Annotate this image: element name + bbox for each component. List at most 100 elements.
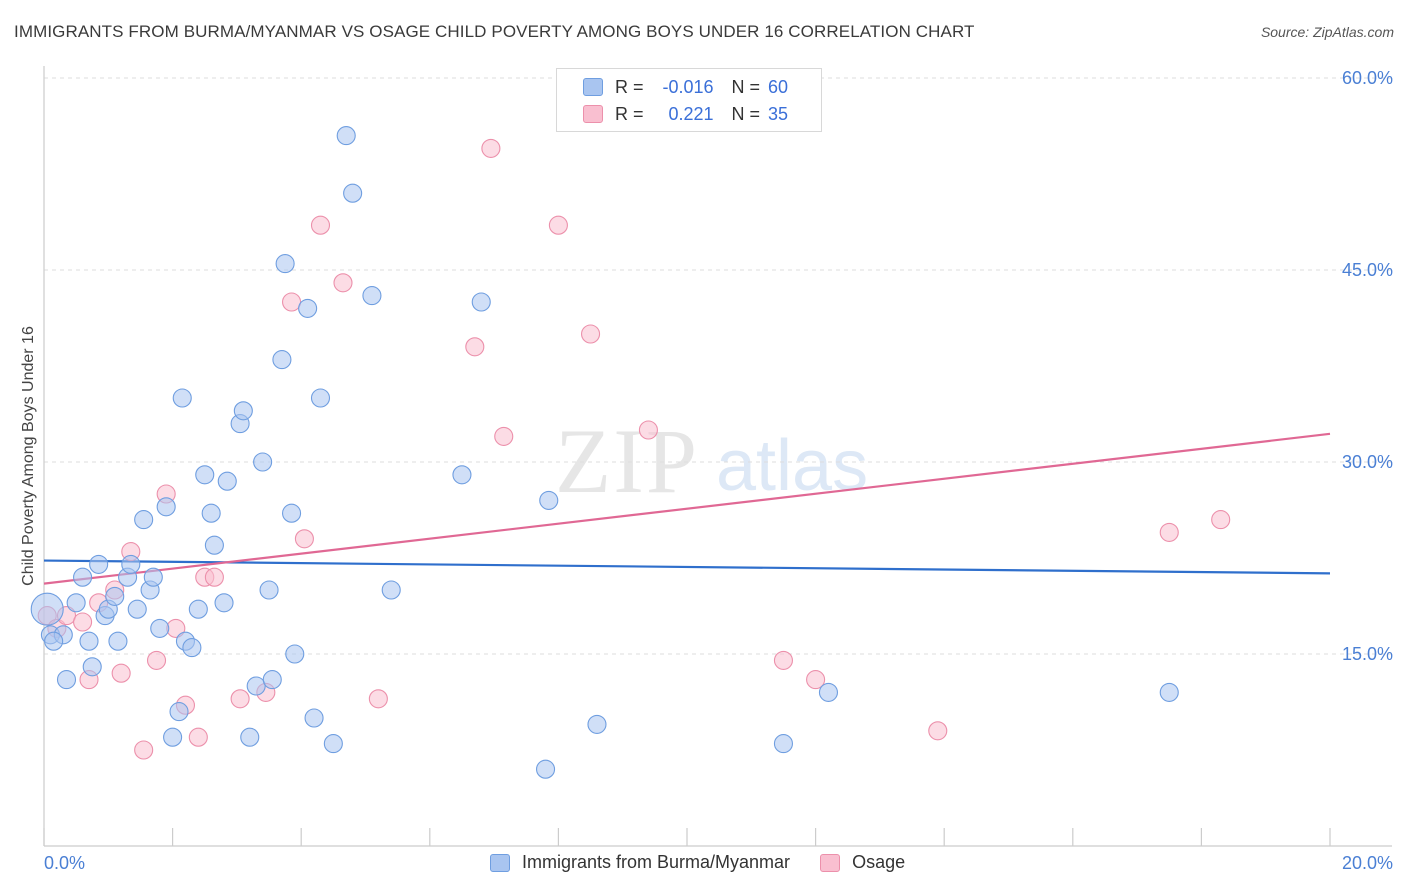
burma-point	[217, 471, 237, 491]
legend-row-osage: R = 0.221 N = 35	[583, 103, 788, 125]
burma-point	[323, 734, 343, 754]
osage-point	[494, 426, 514, 446]
burma-point	[214, 593, 234, 613]
series-legend-swatch-osage	[820, 853, 841, 872]
series-legend-label-osage: Osage	[852, 852, 906, 872]
legend-r-label: R =	[615, 103, 644, 124]
osage-point	[73, 612, 93, 632]
burma-points	[30, 126, 1179, 779]
burma-point	[82, 657, 102, 677]
burma-point	[44, 631, 64, 651]
burma-point	[89, 554, 109, 574]
osage-point	[465, 337, 485, 357]
tick-labels: 15.0% 30.0% 45.0% 60.0% 0.0% 20.0%	[44, 68, 1393, 873]
y-axis-label: Child Poverty Among Boys Under 16	[20, 326, 37, 586]
osage-point	[333, 273, 353, 293]
stats-legend: R = -0.016 N = 60 R = 0.221 N = 35	[556, 68, 822, 132]
watermark: ZIP atlas	[555, 410, 868, 512]
burma-point	[298, 298, 318, 318]
series-legend: Immigrants from Burma/Myanmar Osage	[490, 852, 905, 873]
y-tick-label: 45.0%	[1342, 260, 1393, 280]
burma-point	[535, 759, 556, 779]
burma-point	[169, 702, 189, 722]
osage-point	[310, 215, 331, 235]
osage-point	[773, 650, 794, 670]
burma-point	[253, 452, 273, 472]
burma-point	[156, 497, 176, 517]
osage-point	[548, 215, 568, 235]
osage-point	[580, 324, 601, 344]
burma-point	[134, 510, 154, 530]
burma-point	[182, 638, 202, 658]
burma-point	[66, 593, 86, 613]
legend-n-value-burma: 60	[768, 76, 789, 97]
burma-point	[108, 631, 128, 651]
burma-point	[30, 592, 64, 626]
legend-r-label: R =	[615, 76, 644, 97]
legend-n-value-osage: 35	[768, 103, 789, 124]
burma-point	[163, 727, 183, 747]
legend-r-value-osage: 0.221	[668, 103, 714, 124]
burma-trend-line	[43, 559, 1331, 575]
osage-point	[204, 567, 224, 587]
burma-point	[336, 126, 356, 146]
burma-point	[121, 554, 141, 574]
burma-point	[127, 599, 147, 619]
legend-n-label: N =	[731, 76, 761, 97]
osage-point	[1211, 510, 1231, 530]
burma-point	[56, 670, 77, 690]
osage-point	[146, 650, 167, 670]
burma-point	[285, 644, 305, 664]
burma-point	[452, 465, 472, 485]
legend-swatch-burma	[583, 78, 603, 96]
osage-point	[111, 663, 131, 683]
burma-point	[343, 183, 363, 203]
osage-point	[481, 138, 501, 158]
burma-point	[262, 670, 282, 690]
chart-title: IMMIGRANTS FROM BURMA/MYANMAR VS OSAGE C…	[14, 22, 975, 41]
legend-r-value-burma: -0.016	[662, 76, 714, 97]
burma-point	[471, 292, 491, 312]
burma-point	[172, 388, 192, 408]
burma-point	[79, 631, 99, 651]
burma-point	[773, 734, 794, 754]
x-tick-label: 20.0%	[1342, 853, 1393, 873]
trend-lines	[43, 432, 1331, 585]
burma-point	[105, 586, 125, 606]
burma-point	[150, 618, 170, 638]
burma-point	[204, 535, 224, 555]
osage-trend-line	[43, 432, 1331, 585]
burma-point	[188, 599, 208, 619]
osage-point	[638, 420, 658, 440]
burma-point	[381, 580, 401, 600]
watermark-atlas: atlas	[716, 426, 868, 506]
osage-point	[282, 292, 302, 312]
burma-point	[73, 567, 93, 587]
burma-point	[587, 714, 607, 734]
source-label: Source: ZipAtlas.com	[1260, 24, 1394, 40]
burma-point	[1159, 682, 1179, 702]
burma-point	[275, 254, 295, 274]
axes	[43, 66, 1392, 847]
legend-swatch-osage	[583, 105, 603, 123]
watermark-zip: ZIP	[555, 410, 699, 512]
burma-point	[246, 676, 266, 696]
burma-point	[272, 350, 292, 370]
osage-point	[188, 727, 208, 747]
burma-point	[233, 401, 253, 421]
osage-point	[928, 721, 948, 741]
y-tick-label: 15.0%	[1342, 644, 1393, 664]
x-tick-label: 0.0%	[44, 853, 85, 873]
burma-point	[310, 388, 331, 408]
series-legend-swatch-burma	[490, 853, 510, 872]
burma-point	[362, 286, 382, 306]
burma-point	[304, 708, 324, 728]
osage-point	[230, 689, 250, 709]
burma-point	[240, 727, 260, 747]
burma-point	[195, 465, 215, 485]
osage-point	[806, 670, 826, 690]
y-tick-label: 60.0%	[1342, 68, 1393, 88]
legend-row-burma: R = -0.016 N = 60	[583, 76, 788, 98]
burma-point	[818, 682, 839, 702]
